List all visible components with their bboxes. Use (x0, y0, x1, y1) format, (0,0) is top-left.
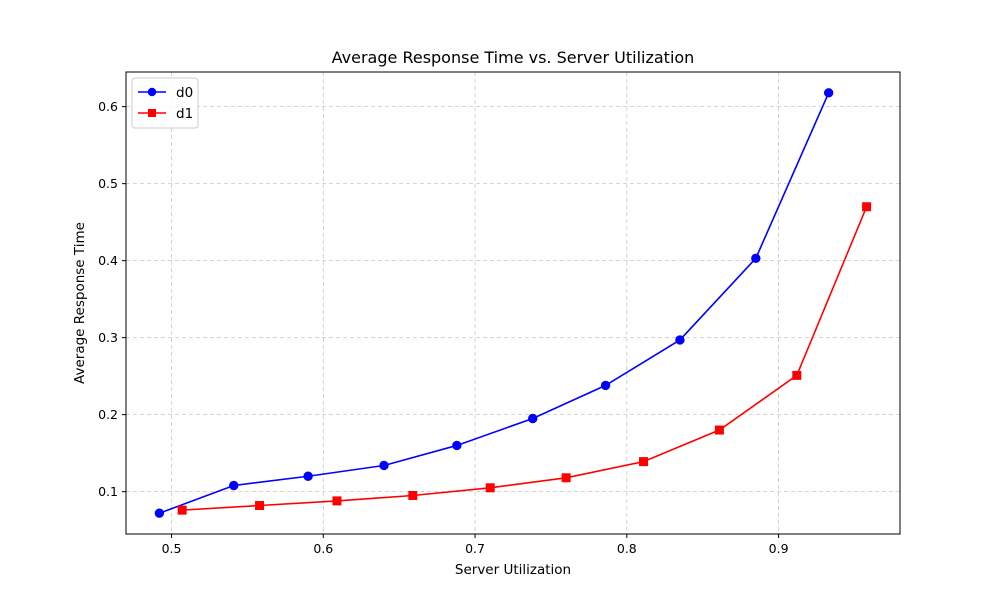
legend-label: d0 (176, 85, 193, 101)
y-tick-label: 0.3 (98, 330, 118, 345)
data-point-d1 (332, 496, 342, 506)
x-tick-label: 0.5 (162, 541, 182, 556)
data-point-d0 (452, 440, 462, 451)
x-tick-label: 0.9 (769, 541, 789, 556)
y-tick-label: 0.6 (98, 99, 118, 114)
y-axis-label: Average Response Time (72, 222, 88, 384)
series-line-d1 (182, 206, 868, 511)
chart-title: Average Response Time vs. Server Utiliza… (332, 48, 695, 67)
data-point-d1 (485, 483, 495, 493)
y-axis-ticks: 0.1 0.2 0.3 0.4 0.5 0.6 (98, 99, 126, 499)
legend-entry-d1: d1 (138, 106, 193, 122)
x-axis-label: Server Utilization (455, 562, 571, 578)
data-point-d1 (862, 202, 872, 212)
data-point-d0 (600, 380, 611, 391)
data-point-d1 (177, 505, 187, 515)
data-point-d1 (792, 370, 802, 380)
y-tick-label: 0.1 (98, 484, 118, 499)
x-tick-label: 0.8 (617, 541, 637, 556)
data-point-d0 (303, 471, 313, 481)
plot-area-frame (125, 71, 901, 535)
x-axis-ticks: 0.5 0.6 0.7 0.8 0.9 (162, 534, 789, 556)
data-point-d0 (823, 88, 834, 98)
data-point-d0 (379, 460, 389, 471)
data-point-d0 (528, 413, 538, 424)
data-point-d1 (639, 457, 649, 467)
series-d1 (177, 202, 872, 515)
data-point-d0 (229, 480, 239, 491)
x-tick-label: 0.6 (313, 541, 333, 556)
data-series (154, 88, 872, 518)
legend-label: d1 (176, 106, 193, 122)
data-point-d1 (714, 425, 724, 435)
series-d0 (154, 88, 834, 518)
x-tick-label: 0.7 (465, 541, 485, 556)
legend-marker (147, 87, 157, 97)
data-point-d1 (561, 473, 571, 483)
data-point-d0 (751, 253, 761, 264)
data-point-d0 (154, 508, 165, 518)
grid-lines (126, 72, 900, 534)
data-point-d1 (255, 501, 265, 511)
series-line-d0 (159, 92, 830, 514)
data-point-d1 (408, 491, 418, 500)
legend-entry-d0: d0 (138, 85, 193, 101)
y-tick-label: 0.4 (98, 253, 118, 268)
legend-marker (148, 109, 156, 117)
y-tick-label: 0.2 (98, 407, 118, 422)
y-tick-label: 0.5 (98, 176, 118, 191)
data-point-d0 (675, 335, 685, 345)
